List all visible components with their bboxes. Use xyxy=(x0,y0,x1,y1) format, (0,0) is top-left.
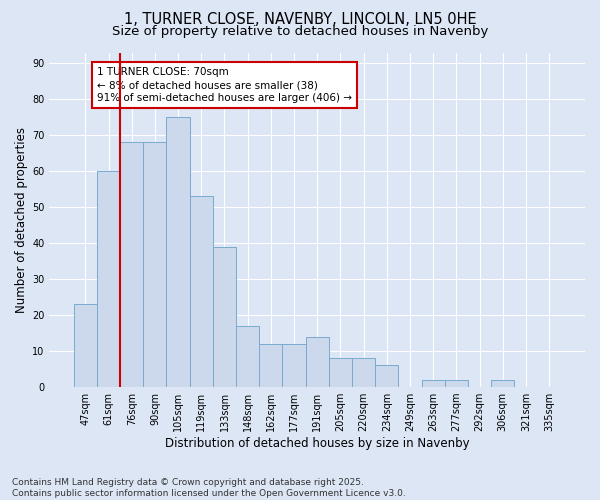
Bar xyxy=(190,196,213,387)
Text: 1, TURNER CLOSE, NAVENBY, LINCOLN, LN5 0HE: 1, TURNER CLOSE, NAVENBY, LINCOLN, LN5 0… xyxy=(124,12,476,28)
Text: Size of property relative to detached houses in Navenby: Size of property relative to detached ho… xyxy=(112,25,488,38)
Text: Contains HM Land Registry data © Crown copyright and database right 2025.
Contai: Contains HM Land Registry data © Crown c… xyxy=(12,478,406,498)
Bar xyxy=(283,344,305,387)
Bar xyxy=(213,247,236,387)
Bar xyxy=(120,142,143,387)
Bar xyxy=(352,358,375,387)
Y-axis label: Number of detached properties: Number of detached properties xyxy=(15,127,28,313)
Bar xyxy=(143,142,166,387)
Text: 1 TURNER CLOSE: 70sqm
← 8% of detached houses are smaller (38)
91% of semi-detac: 1 TURNER CLOSE: 70sqm ← 8% of detached h… xyxy=(97,67,352,104)
Bar xyxy=(97,171,120,387)
Bar xyxy=(166,118,190,387)
Bar xyxy=(305,336,329,387)
Bar xyxy=(259,344,283,387)
Bar xyxy=(74,304,97,387)
Bar xyxy=(236,326,259,387)
Bar xyxy=(445,380,468,387)
Bar xyxy=(375,366,398,387)
Bar xyxy=(422,380,445,387)
X-axis label: Distribution of detached houses by size in Navenby: Distribution of detached houses by size … xyxy=(165,437,470,450)
Bar xyxy=(491,380,514,387)
Bar xyxy=(329,358,352,387)
